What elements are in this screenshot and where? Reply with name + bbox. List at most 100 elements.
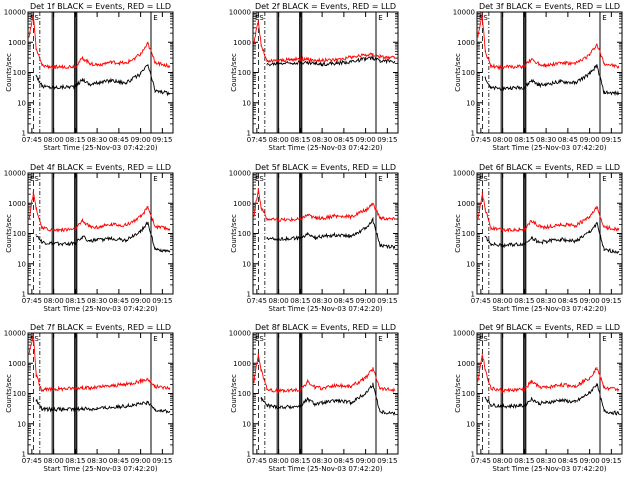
events-series-line bbox=[35, 221, 170, 253]
y-tick-label: 1 bbox=[247, 130, 251, 138]
marker-e: E bbox=[602, 175, 606, 183]
x-tick-label: 08:30 bbox=[87, 457, 107, 465]
lld-point bbox=[307, 58, 309, 61]
events-point bbox=[111, 237, 113, 239]
lld-point bbox=[314, 217, 316, 219]
lld-series-line bbox=[28, 191, 171, 233]
events-series-line bbox=[266, 216, 396, 251]
panel-title: Det 3f BLACK = Events, RED = LLD bbox=[479, 2, 620, 11]
lld-point bbox=[32, 14, 34, 16]
events-point bbox=[147, 64, 149, 66]
y-tick-label: 1000 bbox=[233, 200, 251, 208]
events-point bbox=[545, 402, 547, 404]
events-point bbox=[490, 404, 492, 406]
events-point bbox=[523, 243, 526, 245]
marker-es: ES bbox=[30, 14, 39, 22]
plot-frame bbox=[476, 172, 623, 295]
lld-point bbox=[41, 64, 43, 67]
lld-point bbox=[481, 14, 483, 16]
events-point bbox=[574, 401, 576, 403]
lld-point bbox=[32, 192, 34, 194]
y-tick-label: 10 bbox=[242, 260, 251, 268]
lld-point bbox=[260, 369, 262, 371]
lld-point bbox=[260, 44, 262, 46]
marker-es: ES bbox=[479, 335, 488, 343]
events-point bbox=[484, 235, 486, 237]
lld-point bbox=[96, 64, 98, 66]
lld-point bbox=[523, 65, 526, 67]
lld-point bbox=[299, 389, 301, 391]
lld-point bbox=[379, 217, 381, 219]
lld-point bbox=[336, 215, 338, 217]
y-tick-label: 1 bbox=[22, 451, 26, 459]
lld-point bbox=[379, 56, 381, 58]
y-tick-label: 10 bbox=[466, 260, 475, 268]
lld-point bbox=[257, 20, 259, 22]
events-point bbox=[618, 93, 620, 95]
lld-point bbox=[484, 50, 486, 53]
lld-point bbox=[169, 387, 171, 389]
events-point bbox=[125, 82, 127, 84]
x-tick-label: 08:00 bbox=[269, 457, 289, 465]
lld-point bbox=[490, 227, 492, 229]
lld-point bbox=[32, 333, 34, 335]
lld-point bbox=[618, 389, 620, 391]
marker-es: ES bbox=[479, 14, 488, 22]
x-tick-label: 08:15 bbox=[514, 136, 534, 144]
y-tick-label: 1000 bbox=[457, 200, 475, 208]
events-point bbox=[53, 408, 55, 410]
marker-e: E bbox=[602, 14, 606, 22]
x-tick-label: 08:00 bbox=[269, 136, 289, 144]
events-point bbox=[502, 244, 504, 247]
panel-6: Det 6f BLACK = Events, RED = LLD 1 10 100 10… bbox=[453, 163, 623, 313]
y-tick-label: 100 bbox=[238, 69, 251, 77]
panel-5: Det 5f BLACK = Events, RED = LLD 1 10 100 10… bbox=[229, 163, 399, 313]
plot-frame bbox=[27, 172, 174, 295]
events-point bbox=[596, 383, 598, 385]
events-point bbox=[74, 242, 76, 244]
x-tick-label: 08:45 bbox=[558, 457, 578, 465]
events-point bbox=[299, 61, 301, 63]
y-tick-label: 1000 bbox=[457, 39, 475, 47]
lld-point bbox=[253, 41, 255, 43]
plot-frame bbox=[252, 172, 399, 295]
x-tick-label: 08:30 bbox=[87, 136, 107, 144]
events-point bbox=[350, 235, 352, 237]
y-tick-label: 10 bbox=[466, 99, 475, 107]
events-point bbox=[394, 412, 396, 414]
events-point bbox=[41, 85, 43, 87]
y-tick-label: 100 bbox=[462, 390, 475, 398]
x-tick-label: 09:15 bbox=[377, 457, 397, 465]
events-point bbox=[82, 78, 84, 80]
lld-point bbox=[477, 380, 479, 382]
plot-frame bbox=[27, 11, 174, 134]
events-point bbox=[299, 405, 301, 407]
events-point bbox=[372, 383, 374, 385]
events-point bbox=[41, 242, 43, 244]
x-tick-label: 07:45 bbox=[22, 457, 42, 465]
x-tick-label: 09:00 bbox=[356, 297, 376, 305]
lld-point bbox=[336, 384, 338, 386]
events-point bbox=[154, 90, 156, 92]
events-point bbox=[111, 406, 113, 408]
marker-es: ES bbox=[255, 335, 264, 343]
events-point bbox=[140, 73, 142, 75]
lld-point bbox=[299, 58, 301, 60]
events-point bbox=[321, 235, 323, 237]
lld-point bbox=[89, 225, 91, 228]
events-point bbox=[379, 59, 381, 62]
events-point bbox=[523, 86, 526, 89]
lld-point bbox=[74, 228, 76, 230]
events-point bbox=[35, 399, 37, 401]
lld-point bbox=[89, 62, 91, 64]
y-tick-label: 10000 bbox=[4, 330, 26, 338]
events-point bbox=[278, 62, 280, 64]
y-tick-label: 10 bbox=[17, 260, 26, 268]
lld-point bbox=[372, 202, 374, 204]
lld-point bbox=[350, 56, 352, 58]
x-tick-label: 08:45 bbox=[334, 136, 354, 144]
events-point bbox=[41, 408, 43, 410]
lld-point bbox=[502, 390, 504, 392]
lld-point bbox=[96, 386, 98, 388]
x-tick-label: 07:45 bbox=[247, 136, 267, 144]
